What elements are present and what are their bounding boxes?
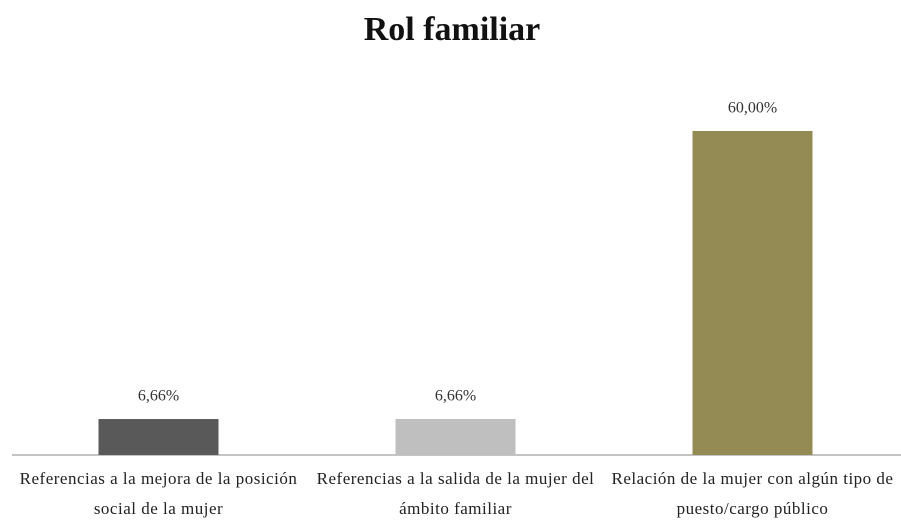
x-tick-label: Referencias a la mejora de la posición s… [19, 469, 298, 518]
bar [395, 419, 516, 455]
chart-title: Rol familiar [364, 11, 541, 48]
value-label: 6,66% [435, 388, 476, 405]
bar [692, 131, 813, 455]
value-label: 6,66% [138, 388, 179, 405]
bar [98, 419, 219, 455]
x-tick-label: Referencias a la salida de la mujer del … [316, 469, 595, 518]
x-tick-label: Relación de la mujer con algún tipo de p… [611, 469, 894, 518]
value-label: 60,00% [728, 100, 777, 117]
